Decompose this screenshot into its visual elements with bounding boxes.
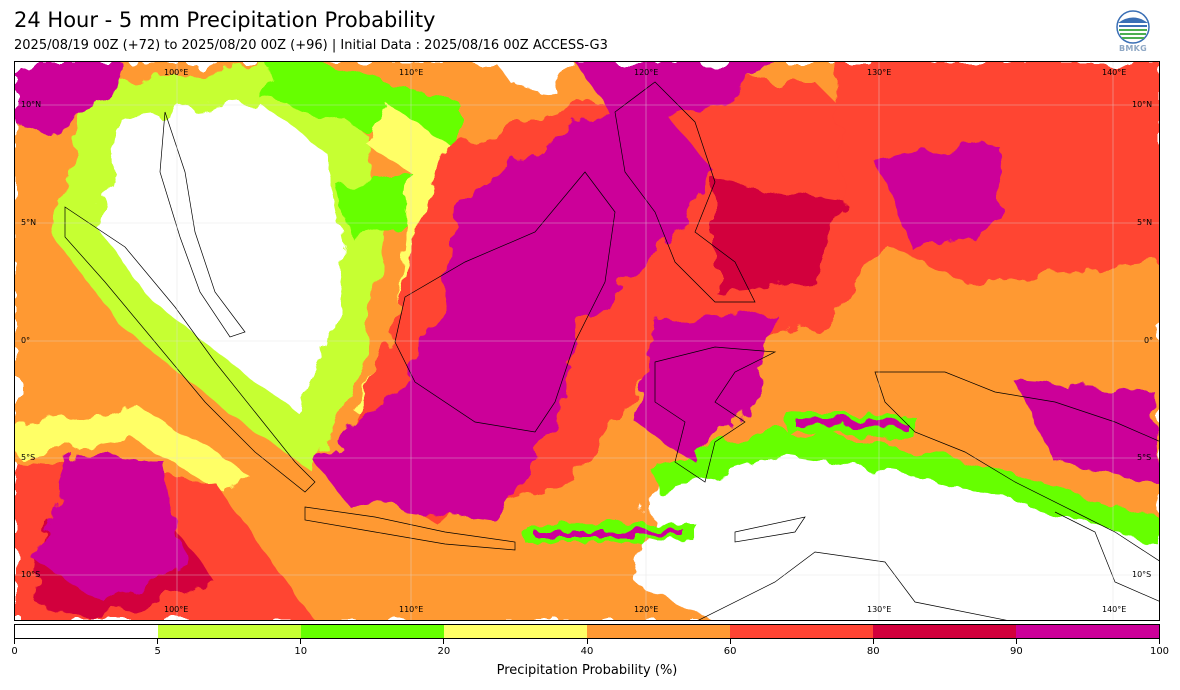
lat-label-right: 5°N [1137,218,1153,227]
lat-label-left: 10°N [21,100,42,109]
colorbar-segment [301,625,444,638]
lon-label-bottom: 110°E [399,605,424,614]
colorbar-title: Precipitation Probability (%) [496,663,678,678]
colorbar-tick-label: 0 [11,646,18,657]
lat-label-right: 10°S [1132,570,1152,579]
colorbar-tick-label: 5 [154,646,161,657]
colorbar-tick-label: 60 [723,646,737,657]
lat-label-right: 0° [1144,336,1154,345]
colorbar-segment [730,625,873,638]
lon-label-top: 140°E [1102,68,1127,77]
lon-label-top: 130°E [867,68,892,77]
colorbar-tick [729,639,731,644]
colorbar-tick [443,639,445,644]
colorbar-segment [444,625,587,638]
colorbar [14,624,1160,639]
colorbar-tick-label: 100 [1149,646,1170,657]
lon-label-top: 110°E [399,68,424,77]
colorbar-tick [586,639,588,644]
colorbar-segment [158,625,301,638]
lat-label-left: 5°N [21,218,37,227]
colorbar-tick [1015,639,1017,644]
colorbar-tick-label: 20 [437,646,451,657]
coastlines [64,81,1159,620]
precipitation-map: 100°E 110°E 120°E 130°E 140°E 100°E 110°… [14,61,1160,621]
lon-label-bottom: 100°E [164,605,189,614]
lon-label-top: 100°E [164,68,189,77]
colorbar-segment [587,625,730,638]
map-subtitle: 2025/08/19 00Z (+72) to 2025/08/20 00Z (… [14,38,608,53]
lat-label-left: 0° [21,336,31,345]
colorbar-tick-label: 40 [580,646,594,657]
lon-label-bottom: 120°E [634,605,659,614]
lat-label-right: 5°S [1137,453,1152,462]
colorbar-tick [872,639,874,644]
colorbar-tick-label: 10 [294,646,308,657]
colorbar-segment [15,625,158,638]
map-title: 24 Hour - 5 mm Precipitation Probability [14,8,436,32]
island-precip [524,411,916,543]
colorbar-tick-label: 80 [866,646,880,657]
colorbar-tick [157,639,159,644]
colorbar-tick [1159,639,1160,644]
lat-label-left: 5°S [21,453,36,462]
bmkg-logo-icon [1116,10,1150,44]
lon-label-top: 120°E [634,68,659,77]
lon-label-bottom: 140°E [1102,605,1127,614]
lon-label-bottom: 130°E [867,605,892,614]
logo-text: BMKG [1118,44,1148,53]
colorbar-tick [300,639,302,644]
colorbar-segment [873,625,1016,638]
colorbar-tick [14,639,15,644]
map-canvas [15,62,1159,620]
gridlines [15,62,1159,620]
lat-label-right: 10°N [1132,100,1153,109]
lat-label-left: 10°S [21,570,41,579]
colorbar-tick-label: 90 [1010,646,1023,657]
colorbar-segment [1016,625,1159,638]
bmkg-logo: BMKG [1114,10,1152,56]
